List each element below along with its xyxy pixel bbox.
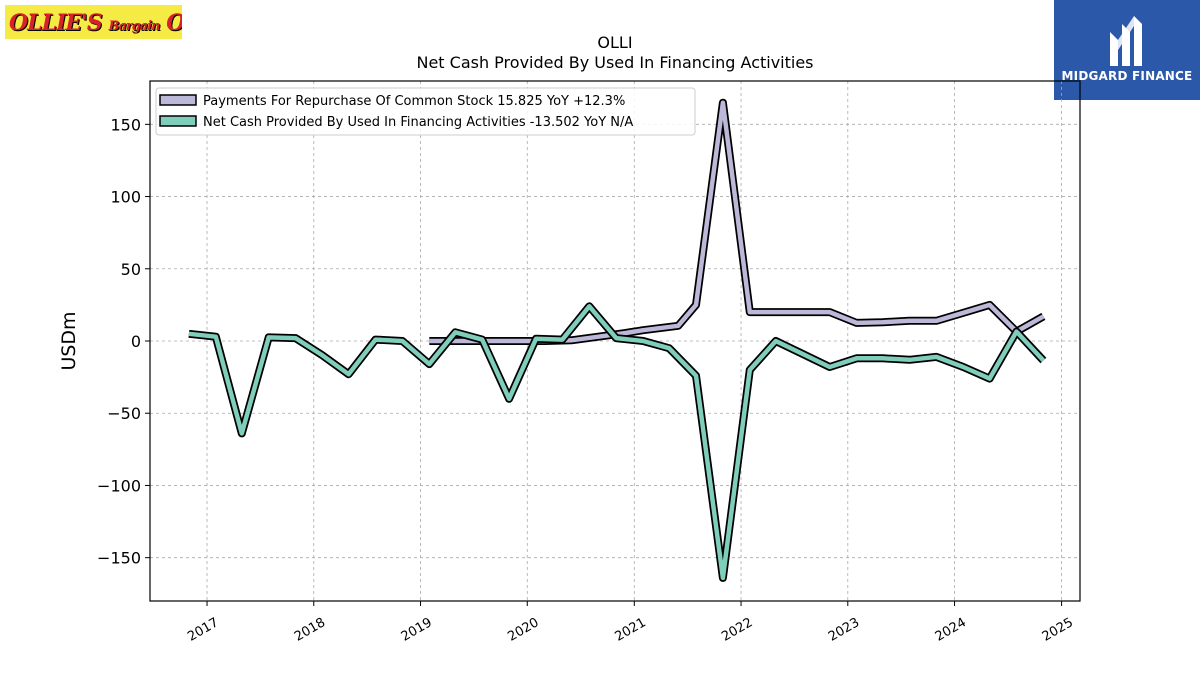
ollies-bargain-outlet-logo: OLLIE'S Bargain OUTLET [5,5,182,39]
ollies-logo-text: OLLIE'S Bargain OUTLET [9,10,182,36]
y-tick-label: 100 [110,188,141,207]
legend-label-financing: Net Cash Provided By Used In Financing A… [203,115,633,130]
y-tick-label: −150 [97,549,141,568]
plot-frame [149,80,1081,602]
x-tick-label: 2023 [826,615,862,645]
y-tick-label: 50 [121,260,141,279]
series-layer [188,98,1047,582]
legend-swatch-financing [159,115,197,127]
y-tick-label: −100 [97,476,141,495]
series-repurchase-line [429,98,1046,345]
financing-line [188,304,1046,581]
x-tick-label: 2020 [505,615,541,645]
grid-layer [150,81,1080,601]
y-axis-ticks: −150 −100 −50 0 50 100 150 [97,115,150,568]
legend-label-repurchase: Payments For Repurchase Of Common Stock … [203,94,625,109]
y-tick-label: 150 [110,115,141,134]
y-axis-label: USDm [58,311,80,370]
x-tick-label: 2018 [292,615,328,645]
x-tick-label: 2019 [399,615,435,645]
x-tick-label: 2017 [185,615,221,645]
repurchase-line [429,100,1045,344]
x-tick-label: 2024 [933,615,969,645]
financing-line-outline [188,302,1047,582]
x-tick-label: 2022 [719,615,755,645]
y-tick-label: −50 [107,404,141,423]
y-tick-label: 0 [131,332,141,351]
x-tick-label: 2021 [612,615,648,645]
x-axis-ticks: 2017 2018 2019 2020 2021 2022 2023 2024 2025 [185,601,1076,645]
chart-subtitle: Net Cash Provided By Used In Financing A… [416,53,813,72]
midgard-finance-logo: MIDGARD FINANCE [1054,0,1200,100]
midgard-finance-logo-text: MIDGARD FINANCE [1061,69,1193,83]
midgard-finance-mark-icon [1110,16,1142,66]
legend-box [155,87,696,136]
legend-swatch-repurchase [159,94,197,106]
series-financing-line [188,302,1047,582]
x-tick-label: 2025 [1040,615,1076,645]
chart-title: OLLI [597,33,632,52]
legend: Payments For Repurchase Of Common Stock … [155,87,696,136]
